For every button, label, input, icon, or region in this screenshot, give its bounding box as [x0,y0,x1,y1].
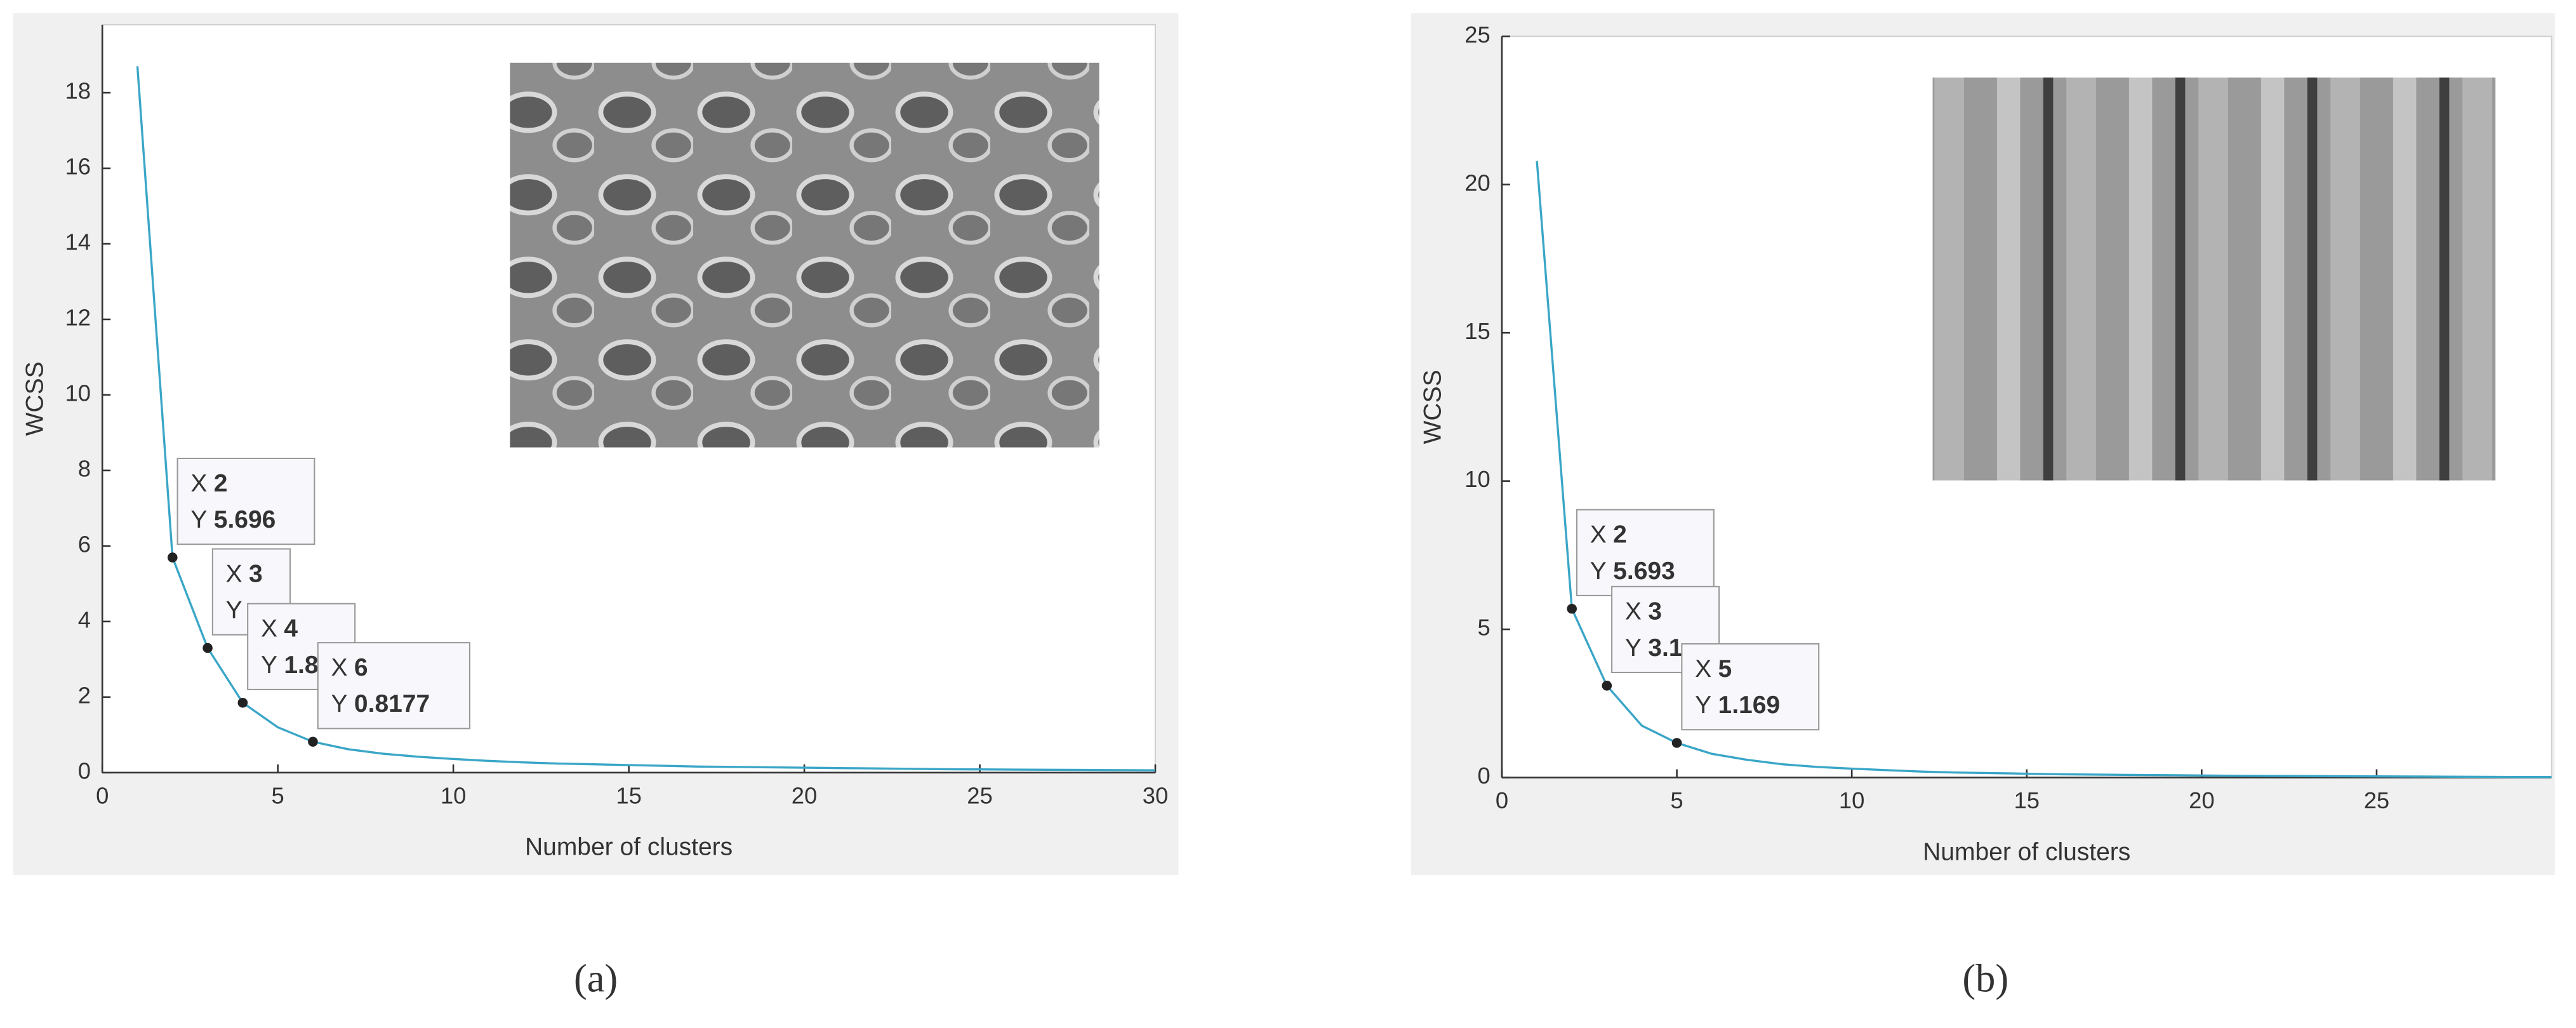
x-tick-label: 30 [1143,782,1168,808]
datatip-box [317,642,470,730]
datatip-x-value: 3 [249,560,263,587]
datatip-point [237,697,248,708]
y-tick-label: 14 [65,229,91,255]
x-tick-label: 20 [792,782,817,808]
y-tick-label: 0 [78,758,91,784]
panel-caption: (a) [574,956,618,1000]
y-axis-label: WCSS [21,361,48,436]
x-tick-label: 5 [1670,787,1683,813]
y-axis-label: WCSS [1419,370,1447,444]
datatip-x-prefix: X [1695,655,1711,683]
datatip-y-value: 5.696 [214,506,276,533]
data-line [136,66,1155,771]
datatip-x-value: 2 [1613,521,1627,549]
x-tick-label: 15 [2014,787,2040,813]
y-tick-label: 5 [1478,615,1490,641]
datatip-x-prefix: X [1590,521,1607,549]
y-tick-label: 16 [65,154,91,180]
datatip-y-prefix: Y [190,506,207,533]
datatip-x-prefix: X [226,560,242,587]
x-tick-label: 20 [2189,787,2214,813]
datatip-y-value: 1.169 [1718,691,1781,719]
datatip-x-prefix: X [1625,598,1642,625]
datatip-y-prefix: Y [1625,634,1642,662]
x-tick-label: 0 [1496,787,1508,813]
panel-caption: (b) [1962,956,2008,1000]
datatip-box [1681,643,1820,731]
x-tick-label: 10 [1839,787,1864,813]
x-axis-label: Number of clusters [1923,838,2130,865]
x-tick-label: 15 [616,782,641,808]
y-tick-label: 0 [1478,763,1490,789]
sem-image [510,62,1099,448]
sem-image [1932,77,2496,481]
datatip-x-value: 3 [1648,598,1662,625]
datatip-x-prefix: X [190,470,207,497]
datatip-point [1671,738,1682,748]
datatip-point [1602,681,1612,691]
y-tick-label: 12 [65,305,91,331]
y-tick-label: 25 [1464,22,1490,48]
datatip-y-value: 5.693 [1613,557,1675,585]
datatip-y-value: 0.8177 [354,690,430,718]
datatip-point [308,737,318,747]
y-tick-label: 6 [78,531,91,557]
y-tick-label: 15 [1464,318,1490,344]
data-line [1536,161,2552,778]
y-tick-label: 18 [65,78,91,104]
x-tick-label: 0 [96,782,109,808]
datatip-point [202,643,213,653]
datatip-y-prefix: Y [1695,691,1711,719]
datatip-y-prefix: Y [261,651,277,679]
y-tick-label: 10 [65,380,91,406]
datatip-y-prefix: Y [226,597,242,624]
datatip-y-value: 3.1 [1648,634,1682,662]
y-tick-label: 8 [78,456,91,482]
datatip-x-prefix: X [261,615,277,643]
x-axis-label: Number of clusters [525,834,733,861]
y-tick-label: 4 [78,606,91,632]
datatip-y-prefix: Y [331,690,348,718]
datatip-x-value: 6 [354,654,368,681]
x-tick-label: 5 [272,782,284,808]
y-tick-label: 2 [78,682,91,708]
datatip-y-value: 1.8 [284,651,318,679]
x-tick-label: 25 [2364,787,2389,813]
datatip-x-value: 2 [214,470,228,497]
datatip-x-prefix: X [331,654,348,681]
datatip-box [176,457,315,545]
x-tick-label: 25 [967,782,992,808]
datatip-x-value: 5 [1718,655,1732,683]
y-tick-label: 10 [1464,466,1490,492]
datatip-y-prefix: Y [1590,557,1607,585]
datatip-point [167,552,178,563]
datatip-x-value: 4 [284,615,298,643]
datatip-point [1567,603,1577,614]
y-tick-label: 20 [1464,170,1490,196]
x-tick-label: 10 [441,782,466,808]
